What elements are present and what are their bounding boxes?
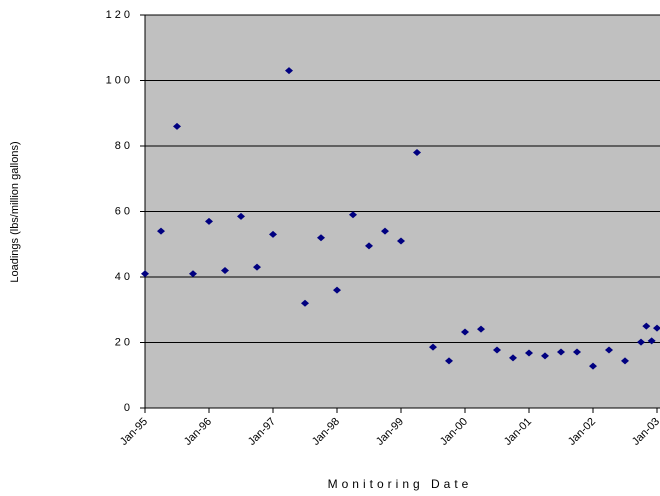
point <box>647 337 656 345</box>
point <box>285 67 293 75</box>
point <box>269 230 277 238</box>
point <box>349 211 357 219</box>
point <box>493 346 501 354</box>
point <box>221 266 229 274</box>
y-tick-label: 40 <box>115 271 133 283</box>
point <box>557 348 565 356</box>
point <box>237 212 245 220</box>
point <box>642 322 651 330</box>
point <box>429 343 437 351</box>
x-axis-title: Monitoring Date <box>328 477 473 491</box>
point <box>333 286 341 294</box>
point <box>381 227 389 235</box>
point <box>461 328 469 336</box>
x-tick-label: Jan-99 <box>374 416 406 448</box>
y-axis-title: Loadings (lbs/million gallons) <box>9 141 21 282</box>
x-tick-label: Jan-00 <box>438 416 470 448</box>
point <box>589 362 597 370</box>
point <box>525 349 533 357</box>
point <box>637 338 645 346</box>
point <box>205 217 213 225</box>
point <box>141 270 149 278</box>
point <box>541 352 549 360</box>
y-tick-label: 100 <box>106 74 133 86</box>
x-tick-label: Jan-98 <box>310 416 342 448</box>
point <box>605 346 613 354</box>
point <box>413 149 421 157</box>
x-tick-label: Jan-97 <box>246 416 278 448</box>
y-tick-label: 60 <box>115 205 133 217</box>
point <box>157 227 165 235</box>
x-tick-label: Jan-96 <box>182 416 214 448</box>
y-tick-label: 120 <box>106 9 133 21</box>
point <box>445 357 453 365</box>
point <box>397 237 405 245</box>
point <box>189 270 197 278</box>
x-tick-label: Jan-02 <box>566 416 598 448</box>
point <box>365 242 373 250</box>
y-tick-label: 0 <box>124 402 133 414</box>
point <box>477 325 485 333</box>
point <box>653 324 660 332</box>
point <box>317 234 325 242</box>
point <box>253 263 261 271</box>
point <box>621 357 629 365</box>
x-tick-label: Jan-01 <box>502 416 534 448</box>
point <box>173 122 181 130</box>
y-tick-label: 80 <box>115 140 133 152</box>
x-tick-label: Jan-03 <box>630 416 660 448</box>
x-tick-label: Jan-95 <box>118 416 150 448</box>
y-tick-label: 20 <box>115 336 133 348</box>
point <box>301 299 309 307</box>
point <box>509 354 517 362</box>
point <box>573 348 581 356</box>
